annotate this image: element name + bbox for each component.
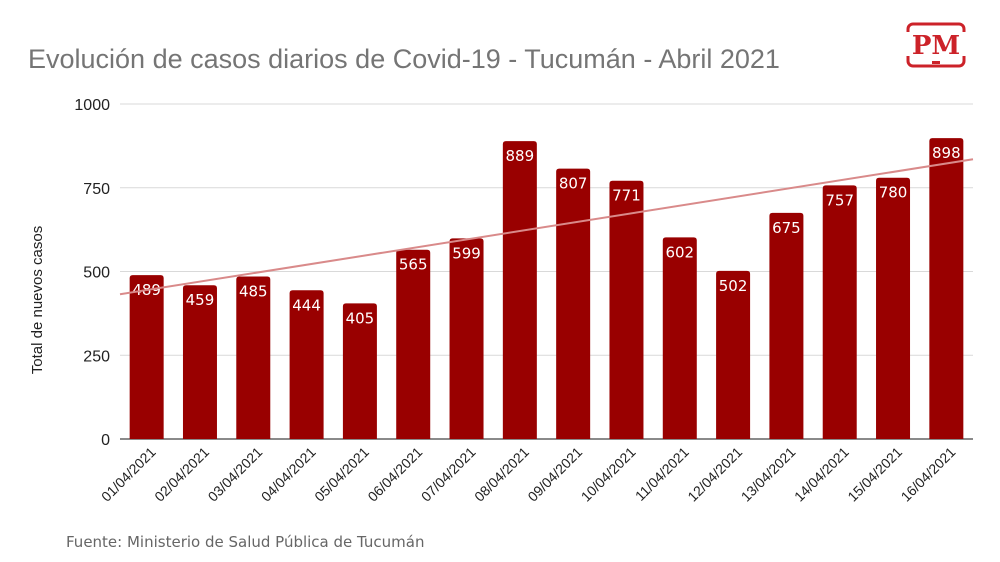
x-tick-label: 16/04/2021 [898, 444, 959, 505]
bar [662, 237, 697, 439]
bar-value-label: 444 [292, 296, 321, 314]
bar [236, 276, 271, 439]
bar-value-label: 780 [879, 184, 908, 202]
bar [289, 290, 324, 439]
y-axis-label: Total de nuevos casos [29, 226, 46, 374]
bar [182, 285, 217, 439]
y-tick-label: 250 [83, 348, 110, 365]
y-tick-label: 750 [83, 181, 110, 198]
x-tick-label: 13/04/2021 [738, 444, 799, 505]
bar [609, 180, 644, 439]
bar-value-label: 807 [559, 175, 588, 193]
bar [556, 168, 591, 439]
x-tick-label: 04/04/2021 [258, 444, 319, 505]
bar-value-label: 889 [506, 147, 535, 165]
bar-value-label: 771 [612, 187, 641, 205]
x-tick-label: 14/04/2021 [791, 444, 852, 505]
bar [716, 270, 751, 439]
y-tick-label: 1000 [74, 97, 110, 114]
bar-value-label: 565 [399, 256, 428, 274]
bar-value-label: 602 [665, 243, 694, 261]
x-tick-label: 07/04/2021 [418, 444, 479, 505]
x-tick-label: 06/04/2021 [364, 444, 425, 505]
x-tick-label: 10/04/2021 [578, 444, 639, 505]
bar-value-label: 405 [346, 309, 375, 327]
bar-value-label: 675 [772, 219, 801, 237]
x-tick-label: 09/04/2021 [524, 444, 585, 505]
bar-value-label: 599 [452, 244, 481, 262]
pm-logo-icon: PM [905, 22, 967, 68]
bar [769, 212, 804, 439]
x-tick-label: 11/04/2021 [632, 444, 692, 504]
x-tick-label: 08/04/2021 [471, 444, 532, 505]
x-tick-label: 02/04/2021 [151, 444, 212, 505]
bar-value-label: 459 [186, 291, 215, 309]
source-note: Fuente: Ministerio de Salud Pública de T… [66, 533, 425, 551]
bar [129, 275, 164, 439]
bar-value-label: 757 [825, 191, 854, 209]
x-tick-label: 12/04/2021 [684, 444, 745, 505]
bar-value-label: 502 [719, 277, 748, 295]
bar [876, 177, 911, 439]
trendline [119, 158, 974, 296]
bar-value-label: 898 [932, 144, 961, 162]
bar-value-label: 485 [239, 283, 268, 301]
x-tick-label: 03/04/2021 [205, 444, 266, 505]
x-tick-label: 01/04/2021 [98, 444, 159, 505]
chart-title: Evolución de casos diarios de Covid-19 -… [28, 44, 780, 74]
x-tick-label: 15/04/2021 [844, 444, 905, 505]
y-tick-label: 0 [101, 432, 110, 449]
bar [342, 303, 377, 439]
bar [929, 138, 964, 440]
bar [396, 249, 431, 439]
bar [502, 141, 537, 439]
y-tick-label: 500 [83, 265, 110, 282]
logo-text: PM [912, 31, 960, 61]
bar [449, 238, 484, 439]
bar [822, 185, 857, 439]
x-tick-label: 05/04/2021 [311, 444, 372, 505]
